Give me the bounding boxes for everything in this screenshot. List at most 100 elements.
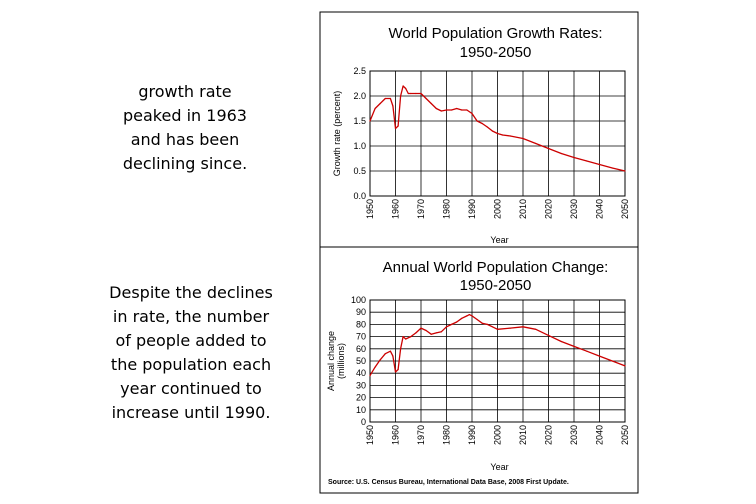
data-point	[476, 120, 478, 122]
y-tick-label: 2.5	[353, 66, 366, 76]
data-point	[369, 375, 371, 377]
y-axis-label: Annual change	[326, 331, 336, 391]
y-tick-label: 10	[356, 405, 366, 415]
x-tick-label: 1950	[365, 425, 375, 445]
data-point	[397, 125, 399, 127]
y-tick-label: 1.5	[353, 116, 366, 126]
data-point	[598, 163, 601, 166]
data-point	[611, 167, 613, 169]
data-point	[611, 360, 613, 362]
data-point	[461, 317, 463, 319]
data-point	[456, 321, 458, 323]
data-point	[405, 338, 407, 340]
data-point	[440, 331, 442, 333]
x-axis-label: Year	[490, 235, 508, 245]
data-point	[451, 323, 453, 325]
data-point	[389, 97, 391, 100]
data-point	[369, 120, 371, 122]
growth-rate-note: growth rate peaked in 1963 and has been …	[100, 80, 270, 176]
x-tick-label: 1950	[365, 199, 375, 219]
data-point	[496, 328, 499, 330]
series-line	[369, 313, 626, 376]
x-tick-label: 2050	[620, 425, 630, 445]
data-point	[496, 132, 499, 135]
data-point	[379, 359, 381, 361]
note-line: peaked in 1963	[123, 106, 247, 125]
note-line: in rate, the number	[112, 307, 270, 326]
data-point	[451, 109, 453, 111]
data-point	[471, 112, 473, 115]
note-line: growth rate	[138, 82, 232, 101]
data-point	[471, 315, 473, 317]
data-point	[374, 366, 376, 368]
data-point	[522, 137, 524, 140]
data-point	[415, 92, 417, 95]
data-point	[379, 102, 381, 105]
chart-title: Annual World Population Change:	[383, 259, 609, 276]
y-tick-label: 50	[356, 356, 366, 366]
data-point	[491, 130, 493, 132]
data-point	[560, 152, 562, 155]
y-axis-label: Growth rate (percent)	[332, 91, 342, 177]
data-point	[410, 336, 412, 338]
data-point	[476, 318, 478, 321]
data-point	[509, 135, 511, 137]
y-tick-label: 1.0	[353, 141, 366, 151]
data-point	[405, 87, 407, 90]
note-line: of people added to	[115, 331, 267, 350]
data-point	[389, 350, 391, 352]
data-point	[402, 336, 404, 338]
x-tick-label: 2050	[620, 199, 630, 219]
x-tick-label: 1960	[391, 199, 401, 219]
x-tick-label: 2000	[493, 425, 503, 445]
plot-area	[369, 70, 626, 197]
data-point	[430, 333, 432, 335]
data-point	[535, 328, 537, 330]
data-point	[410, 92, 412, 95]
y-tick-label: 80	[356, 319, 366, 329]
x-axis-label: Year	[490, 462, 508, 472]
plot-area	[369, 299, 626, 423]
note-line: the population each	[110, 355, 272, 374]
data-point	[394, 127, 397, 130]
data-point	[491, 326, 493, 328]
x-tick-label: 1990	[467, 199, 477, 219]
data-point	[486, 323, 488, 325]
note-line: Despite the declines	[109, 283, 273, 302]
note-line: increase until 1990.	[111, 403, 271, 422]
x-tick-label: 2040	[595, 425, 605, 445]
x-tick-label: 1980	[442, 425, 452, 445]
data-point	[573, 156, 575, 159]
x-tick-label: 1970	[416, 425, 426, 445]
data-point	[435, 107, 437, 110]
x-tick-label: 2020	[544, 425, 554, 445]
y-tick-label: 60	[356, 344, 366, 354]
y-tick-label: 0.5	[353, 166, 366, 176]
data-point	[624, 170, 626, 172]
data-point	[522, 326, 524, 328]
data-point	[456, 107, 458, 110]
data-point	[384, 97, 386, 100]
data-point	[407, 92, 409, 95]
data-point	[440, 110, 442, 112]
data-point	[384, 353, 386, 355]
y-tick-label: 20	[356, 393, 366, 403]
source-note: Source: U.S. Census Bureau, Internationa…	[328, 479, 569, 486]
data-point	[420, 92, 422, 95]
data-point	[392, 105, 394, 107]
x-tick-label: 1960	[391, 425, 401, 445]
x-tick-label: 2010	[518, 199, 528, 219]
x-tick-label: 1970	[416, 199, 426, 219]
data-point	[445, 109, 448, 111]
data-point	[394, 371, 397, 373]
chart-frame-bottom	[319, 246, 639, 494]
population-change-note: Despite the declines in rate, the number…	[88, 281, 294, 425]
note-line: declining since.	[122, 154, 248, 173]
data-point	[392, 355, 394, 357]
data-point	[397, 368, 399, 371]
data-point	[547, 334, 550, 336]
data-point	[586, 160, 588, 162]
data-point	[430, 102, 432, 105]
y-tick-label: 2.0	[353, 91, 366, 101]
x-tick-label: 2040	[595, 199, 605, 219]
